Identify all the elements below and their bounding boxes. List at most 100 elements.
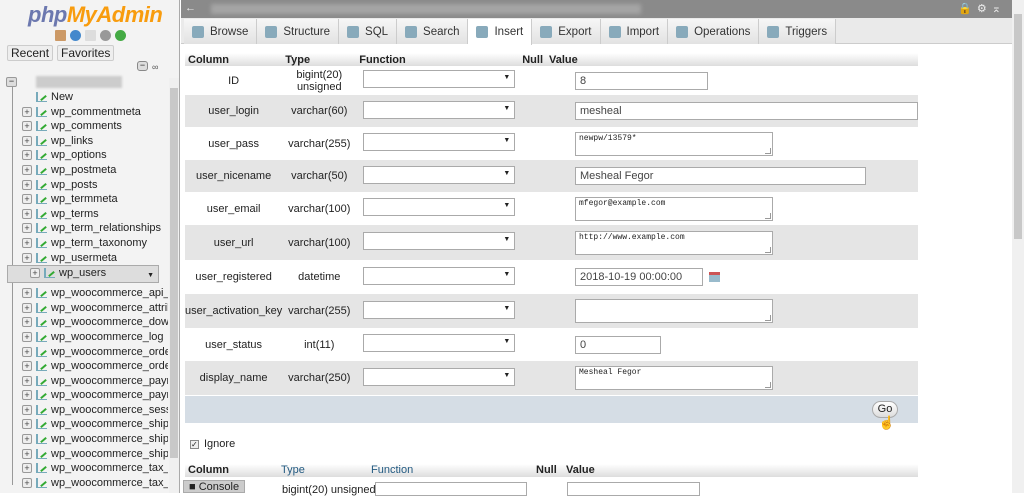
expand-icon[interactable]: + — [22, 375, 32, 386]
expand-icon[interactable]: + — [22, 390, 32, 401]
expand-icon[interactable]: + — [22, 419, 32, 430]
function-select[interactable] — [363, 334, 516, 352]
home-icon[interactable] — [55, 30, 66, 41]
sidebar-table-item[interactable]: + wp_woocommerce_shipping_zones — [0, 447, 168, 462]
value-textarea[interactable]: mfegor@example.com — [575, 196, 773, 221]
tab-import[interactable]: Import — [600, 19, 669, 44]
sidebar-table-item[interactable]: + wp_woocommerce_log — [0, 330, 168, 345]
help-icon[interactable] — [70, 30, 81, 41]
row2-function-select[interactable] — [375, 482, 527, 496]
function-select[interactable] — [363, 70, 516, 88]
main-scrollbar[interactable] — [1012, 0, 1024, 493]
checkbox-icon[interactable]: ✓ — [190, 439, 199, 449]
recent-button[interactable]: Recent — [7, 45, 54, 61]
row2-value-input[interactable] — [567, 482, 700, 496]
ignore-checkbox[interactable]: ✓ Ignore — [190, 438, 235, 450]
sidebar-table-item[interactable]: + wp_woocommerce_payment_tokenmeta — [0, 374, 168, 389]
expand-icon[interactable]: + — [22, 317, 32, 328]
value-input[interactable]: mesheal — [575, 102, 918, 120]
gear-icon[interactable] — [100, 30, 111, 41]
sidebar-table-item[interactable]: + wp_term_taxonomy — [0, 236, 168, 251]
function-select[interactable] — [363, 165, 516, 184]
expand-icon[interactable]: + — [22, 237, 32, 248]
expand-icon[interactable]: + — [22, 404, 32, 415]
calendar-icon[interactable] — [709, 272, 720, 283]
expand-icon[interactable]: + — [22, 361, 32, 372]
value-textarea[interactable]: newpw/13579* — [575, 131, 773, 156]
expand-icon[interactable]: + — [22, 150, 32, 161]
top-icons[interactable]: 🔒⚙⌅ — [958, 3, 1006, 15]
tab-triggers[interactable]: Triggers — [759, 19, 837, 44]
sidebar-table-item[interactable]: + wp_woocommerce_order_items — [0, 359, 168, 374]
tab-sql[interactable]: SQL — [339, 19, 398, 44]
expand-icon[interactable]: + — [22, 194, 32, 205]
tab-structure[interactable]: Structure — [257, 19, 340, 44]
function-select[interactable] — [363, 266, 516, 285]
tab-search[interactable]: Search — [397, 19, 469, 44]
sidebar-table-item[interactable]: + wp_woocommerce_order_itemmeta — [0, 345, 168, 360]
tab-insert[interactable]: Insert — [468, 19, 533, 45]
sidebar-table-item[interactable]: + wp_woocommerce_attribute_taxonomies — [0, 301, 168, 316]
tab-export[interactable]: Export — [532, 19, 601, 44]
sidebar-table-item[interactable]: + wp_commentmeta — [0, 105, 168, 120]
sidebar-table-item[interactable]: + wp_woocommerce_shipping_zone_locations — [0, 417, 168, 432]
favorites-button[interactable]: Favorites — [57, 45, 115, 61]
expand-icon[interactable]: + — [22, 288, 32, 299]
sidebar-table-item[interactable]: + wp_users — [7, 265, 159, 284]
sidebar-table-item[interactable]: + wp_comments — [0, 119, 168, 134]
sidebar-table-item[interactable]: + wp_links — [0, 134, 168, 149]
value-input[interactable]: Mesheal Fegor — [575, 167, 866, 185]
collapse-all-button[interactable]: − — [137, 61, 148, 71]
go-button[interactable]: Go — [872, 401, 898, 418]
tab-operations[interactable]: Operations — [668, 19, 760, 44]
reload-icon[interactable] — [115, 30, 126, 41]
sidebar-table-item[interactable]: + wp_woocommerce_shipping_zone_methods — [0, 432, 168, 447]
database-item[interactable]: − — [0, 75, 168, 90]
expand-icon[interactable]: + — [22, 223, 32, 234]
expand-icon[interactable]: + — [30, 268, 40, 279]
sidebar-table-item[interactable]: + wp_terms — [0, 207, 168, 222]
expand-icon[interactable]: + — [22, 106, 32, 117]
sidebar-table-item[interactable]: + wp_woocommerce_downloadable_product_per… — [0, 315, 168, 330]
back-arrow-icon[interactable]: ← — [185, 2, 196, 14]
expand-icon[interactable]: + — [22, 252, 32, 263]
docs-icon[interactable] — [85, 30, 96, 41]
value-input[interactable]: 8 — [575, 71, 708, 90]
function-select[interactable] — [363, 100, 516, 119]
tab-browse[interactable]: Browse — [184, 19, 258, 44]
function-select[interactable] — [363, 300, 516, 319]
sidebar-table-item[interactable]: + wp_postmeta — [0, 163, 168, 178]
expand-icon[interactable]: + — [22, 179, 32, 190]
sidebar-table-item[interactable]: + wp_usermeta — [0, 251, 168, 266]
sidebar-table-item[interactable]: + wp_woocommerce_tax_rates — [0, 476, 168, 491]
expand-icon[interactable]: + — [22, 448, 32, 459]
new-table-item[interactable]: New — [0, 90, 168, 105]
expand-icon[interactable]: + — [22, 463, 32, 474]
value-textarea[interactable]: Mesheal Fegor — [575, 366, 773, 390]
expand-icon[interactable]: + — [22, 434, 32, 445]
value-textarea[interactable] — [575, 299, 773, 323]
function-select[interactable] — [363, 133, 516, 151]
sidebar-table-item[interactable]: + wp_termmeta — [0, 192, 168, 207]
value-input[interactable]: 0 — [575, 335, 661, 354]
function-select[interactable] — [363, 367, 516, 386]
function-select[interactable] — [363, 198, 516, 216]
sidebar-table-item[interactable]: + wp_woocommerce_api_keys — [0, 286, 168, 301]
sidebar-scrollbar[interactable] — [169, 78, 179, 493]
value-input[interactable]: 2018-10-19 00:00:00 — [575, 268, 703, 286]
expand-icon[interactable]: + — [22, 477, 32, 488]
expand-icon[interactable]: + — [22, 346, 32, 357]
sidebar-table-item[interactable]: + wp_woocommerce_sessions — [0, 403, 168, 418]
function-select[interactable] — [363, 232, 516, 250]
expand-icon[interactable]: + — [22, 135, 32, 146]
expand-icon[interactable]: + — [22, 164, 32, 175]
sidebar-table-item[interactable]: + wp_woocommerce_tax_rate_locations — [0, 461, 168, 476]
sidebar-table-item[interactable]: + wp_options — [0, 148, 168, 163]
sidebar-table-item[interactable]: + wp_posts — [0, 178, 168, 193]
expand-icon[interactable]: + — [22, 121, 32, 132]
value-textarea[interactable]: http://www.example.com — [575, 230, 773, 255]
phpmyadmin-logo[interactable]: phpMyAdmin — [28, 2, 163, 27]
sidebar-table-item[interactable]: + wp_woocommerce_payment_tokens — [0, 388, 168, 403]
expand-icon[interactable]: + — [22, 331, 32, 342]
expand-icon[interactable]: + — [22, 302, 32, 313]
